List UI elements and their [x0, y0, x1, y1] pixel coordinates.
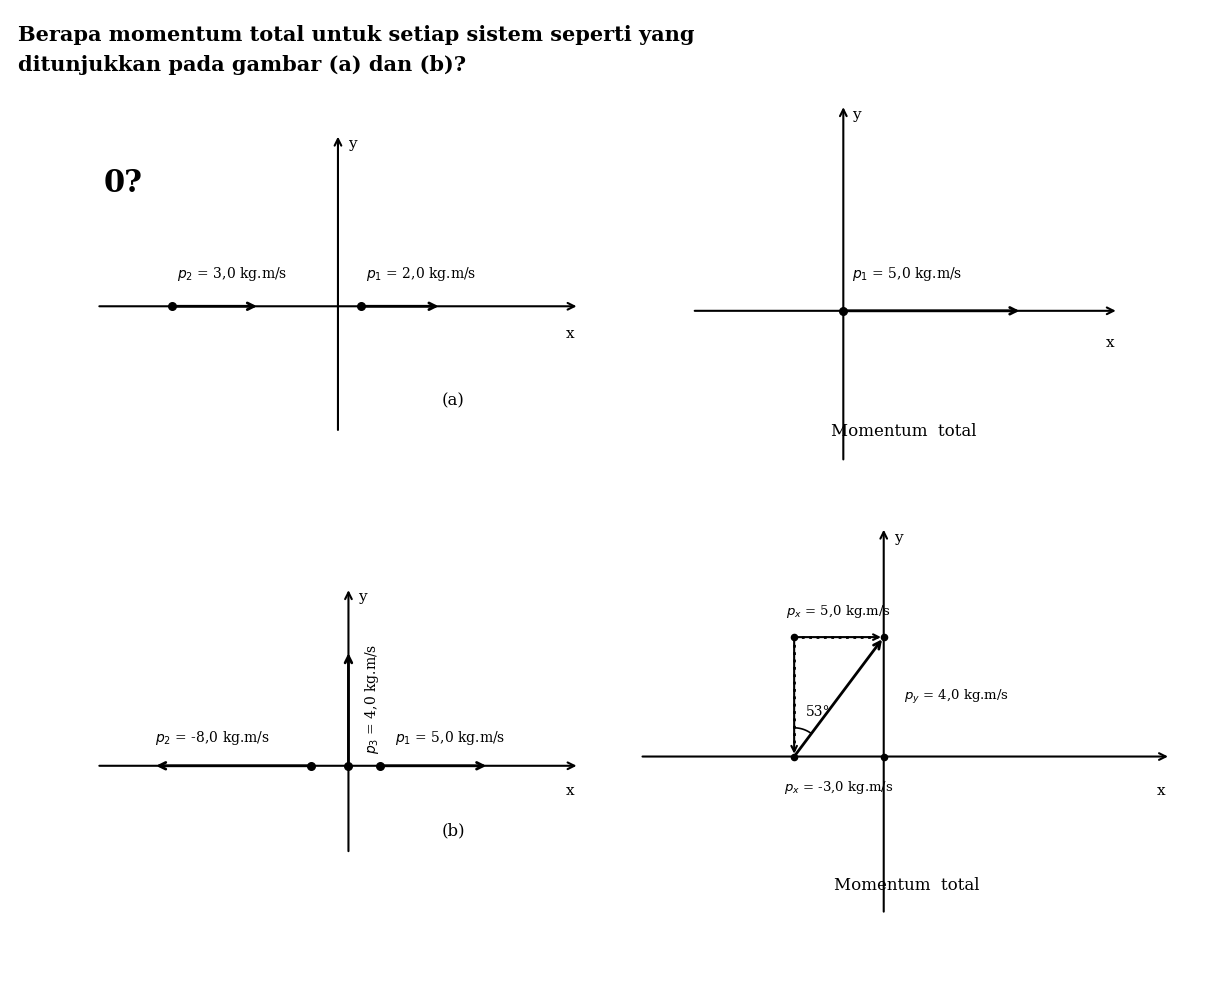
Text: $p_1$ = 2,0 kg.m/s: $p_1$ = 2,0 kg.m/s [366, 265, 476, 283]
Text: (a): (a) [442, 393, 465, 410]
Text: $p_1$ = 5,0 kg.m/s: $p_1$ = 5,0 kg.m/s [395, 729, 505, 746]
Text: y: y [348, 137, 356, 151]
Text: x: x [566, 327, 575, 341]
Text: $p_2$ = -8,0 kg.m/s: $p_2$ = -8,0 kg.m/s [154, 729, 269, 746]
Text: x: x [566, 784, 575, 798]
Text: x: x [1106, 336, 1114, 350]
Text: y: y [852, 108, 861, 122]
Point [351, 298, 371, 314]
Text: $p_x$ = -3,0 kg.m/s: $p_x$ = -3,0 kg.m/s [785, 779, 893, 796]
Text: Berapa momentum total untuk setiap sistem seperti yang: Berapa momentum total untuk setiap siste… [18, 25, 694, 45]
Text: y: y [358, 590, 367, 604]
Text: $p_1$ = 5,0 kg.m/s: $p_1$ = 5,0 kg.m/s [852, 265, 962, 283]
Text: ditunjukkan pada gambar (a) dan (b)?: ditunjukkan pada gambar (a) dan (b)? [18, 55, 466, 75]
Point [785, 748, 804, 764]
Text: (b): (b) [442, 822, 465, 839]
Point [785, 629, 804, 645]
Point [371, 757, 390, 773]
Point [339, 757, 358, 773]
Text: 0?: 0? [104, 168, 142, 200]
Text: x: x [1156, 783, 1166, 797]
Point [301, 757, 320, 773]
Point [834, 303, 853, 319]
Text: y: y [894, 531, 903, 545]
Text: Momentum  total: Momentum total [832, 423, 976, 440]
Text: $p_2$ = 3,0 kg.m/s: $p_2$ = 3,0 kg.m/s [177, 265, 287, 283]
Text: $p_y$ = 4,0 kg.m/s: $p_y$ = 4,0 kg.m/s [904, 688, 1009, 706]
Point [874, 748, 893, 764]
Point [163, 298, 182, 314]
Text: $p_x$ = 5,0 kg.m/s: $p_x$ = 5,0 kg.m/s [787, 603, 892, 620]
Text: $p_3$ = 4,0 kg.m/s: $p_3$ = 4,0 kg.m/s [363, 643, 381, 753]
Text: 53°: 53° [805, 705, 830, 720]
Point [874, 629, 893, 645]
Text: Momentum  total: Momentum total [834, 878, 979, 895]
